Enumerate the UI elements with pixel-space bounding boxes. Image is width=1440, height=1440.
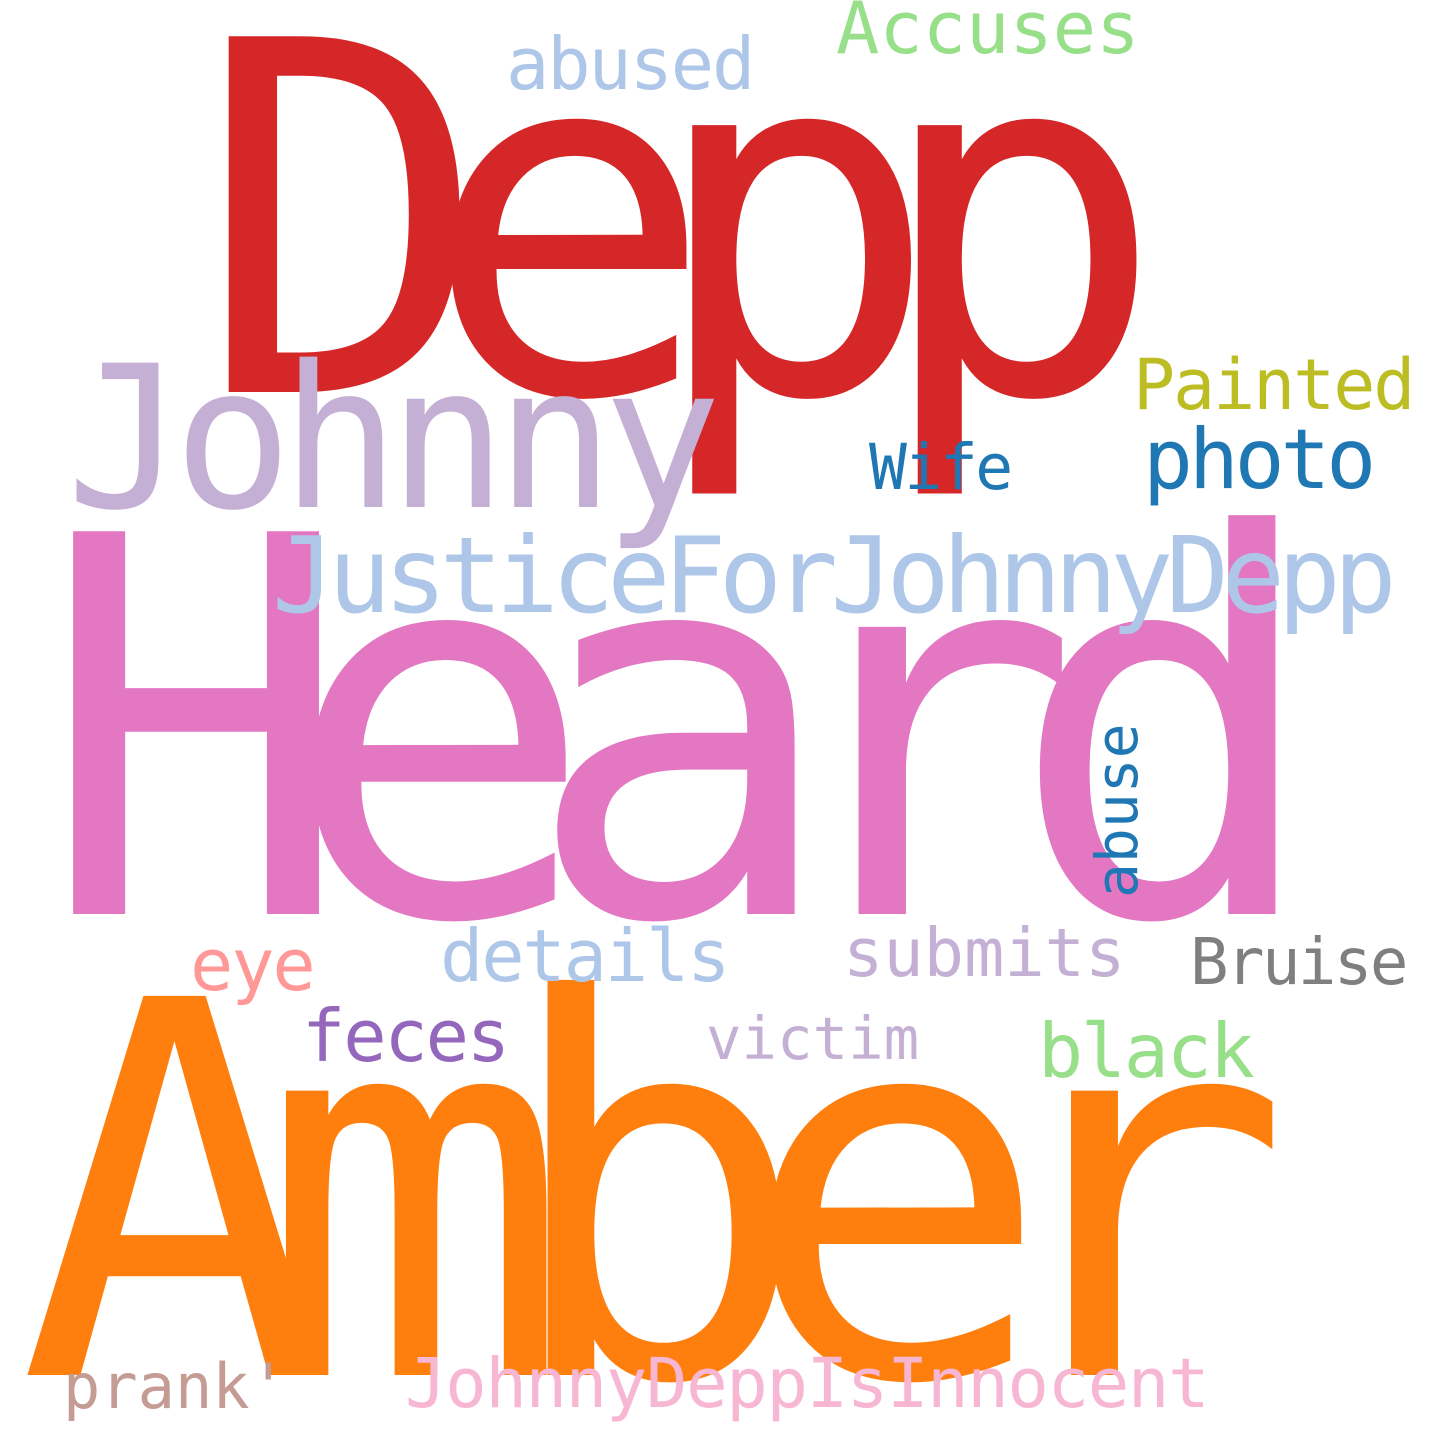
word-details: details: [440, 914, 730, 998]
word-bruise: Bruise: [1190, 926, 1408, 1000]
word-photo: photo: [1143, 411, 1376, 508]
word-amber: Amber: [18, 892, 1292, 1440]
word-heard: Heard: [38, 427, 1324, 1038]
word-black: black: [1038, 1007, 1255, 1095]
word-johnny: Johnny: [66, 323, 722, 554]
word-wife: Wife: [869, 431, 1013, 504]
word-abuse: abuse: [1083, 723, 1151, 898]
word-johnnydeppisinnocent: JohnnyDeppIsInnocent: [405, 1344, 1210, 1424]
word-feces: feces: [302, 994, 510, 1078]
word-painted: Painted: [1133, 344, 1415, 426]
word-eye: eye: [190, 923, 316, 1007]
word-victim: victim: [706, 1004, 920, 1073]
word-abused: abused: [506, 22, 755, 106]
word-prank: prank': [63, 1350, 287, 1423]
word-justiceforjohnnydepp: JusticeForJohnnyDepp: [272, 515, 1397, 637]
word-submits: submits: [843, 914, 1126, 992]
word-depp: Depp: [196, 0, 1166, 508]
word-accuses: Accuses: [836, 0, 1140, 70]
